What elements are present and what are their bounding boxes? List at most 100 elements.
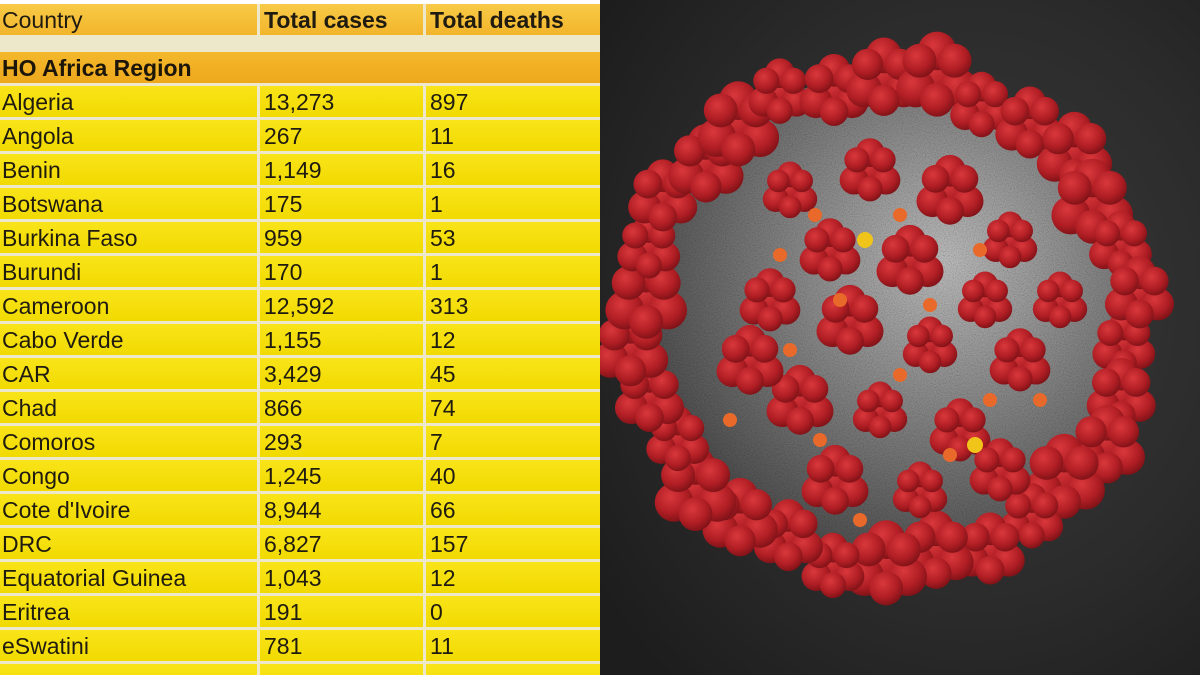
cell-total-cases: 959	[260, 222, 426, 253]
surface-protein-dot	[893, 208, 907, 222]
cell-total-deaths: 897	[426, 86, 600, 117]
spike-protein	[957, 271, 1013, 329]
cell-country: Congo	[0, 460, 260, 491]
cell-total-deaths: 1	[426, 256, 600, 287]
table-row: Burundi 170 1	[0, 256, 600, 287]
spike-protein	[766, 364, 834, 435]
spike-protein	[762, 161, 818, 219]
spike-protein	[989, 328, 1051, 392]
header-country: Country	[0, 4, 260, 35]
spike-protein	[1032, 271, 1088, 329]
cell-total-deaths: 53	[426, 222, 600, 253]
table-row: Algeria 13,273 897	[0, 86, 600, 117]
table-row: CAR 3,429 45	[0, 358, 600, 389]
cell-country: Cabo Verde	[0, 324, 260, 355]
table-row: Burkina Faso 959 53	[0, 222, 600, 253]
spike-protein	[896, 31, 978, 117]
spike-protein	[982, 211, 1038, 269]
surface-protein-dot	[973, 243, 987, 257]
surface-protein-dot	[967, 437, 983, 453]
cell-total-deaths: 66	[426, 494, 600, 525]
cell-total-cases: 170	[260, 256, 426, 287]
table-row: Congo 1,245 40	[0, 460, 600, 491]
coronavirus-image	[600, 0, 1200, 675]
table-row: Angola 267 11	[0, 120, 600, 151]
cell-total-deaths: 157	[426, 528, 600, 559]
cell-total-deaths: 313	[426, 290, 600, 321]
surface-protein-dot	[983, 393, 997, 407]
surface-protein-dot	[943, 448, 957, 462]
cell-total-deaths: 16	[426, 154, 600, 185]
cell-total-cases: 866	[260, 392, 426, 423]
spike-protein	[739, 268, 801, 332]
cell-country: eSwatini	[0, 630, 260, 661]
table-header-row: Country Total cases Total deaths	[0, 4, 600, 35]
cell-total-cases: 1,043	[260, 562, 426, 593]
cell-total-deaths: 74	[426, 392, 600, 423]
spike-protein	[716, 324, 784, 395]
header-total-deaths: Total deaths	[426, 4, 600, 35]
cell-total-deaths: 7	[426, 426, 600, 457]
cell-country: Burundi	[0, 256, 260, 287]
spike-protein	[1069, 404, 1145, 484]
cell-total-deaths: 12	[426, 324, 600, 355]
cell-country: DRC	[0, 528, 260, 559]
cell-total-cases: 6,827	[260, 528, 426, 559]
table-row: Cote d'Ivoire 8,944 66	[0, 494, 600, 525]
spike-protein	[876, 224, 944, 295]
spike-protein	[697, 81, 780, 167]
cell-total-cases: 3,429	[260, 358, 426, 389]
spike-protein	[969, 438, 1031, 502]
table-row: Benin 1,149 16	[0, 154, 600, 185]
table-row: Comoros 293 7	[0, 426, 600, 457]
spike-protein	[839, 138, 901, 202]
spike-protein	[1104, 256, 1174, 329]
cell-total-cases: 1,155	[260, 324, 426, 355]
region-header: HO Africa Region	[0, 52, 600, 83]
table-row: Eritrea 191 0	[0, 596, 600, 627]
table-row-cutoff	[0, 664, 600, 675]
spike-protein	[892, 461, 948, 519]
cell-country: Eritrea	[0, 596, 260, 627]
table-row: Botswana 175 1	[0, 188, 600, 219]
virus-illustration	[600, 0, 1200, 675]
cell-total-deaths: 45	[426, 358, 600, 389]
cell-total-deaths: 40	[426, 460, 600, 491]
cell-country: Chad	[0, 392, 260, 423]
surface-protein-dot	[857, 232, 873, 248]
spike-protein	[816, 284, 884, 355]
surface-protein-dot	[833, 293, 847, 307]
spike-protein	[916, 154, 984, 225]
surface-protein-dot	[773, 248, 787, 262]
cell-country: Burkina Faso	[0, 222, 260, 253]
cell-total-cases: 781	[260, 630, 426, 661]
spike-protein	[898, 510, 974, 589]
surface-protein-dot	[923, 298, 937, 312]
spike-proteins	[600, 31, 1174, 606]
cell-country: Cameroon	[0, 290, 260, 321]
spike-protein	[852, 381, 908, 439]
cell-total-cases: 13,273	[260, 86, 426, 117]
surface-protein-dot	[783, 343, 797, 357]
cell-country: CAR	[0, 358, 260, 389]
cell-total-cases: 1,149	[260, 154, 426, 185]
header-total-cases: Total cases	[260, 4, 426, 35]
cell-country: Cote d'Ivoire	[0, 494, 260, 525]
cell-total-cases: 1,245	[260, 460, 426, 491]
spike-protein	[801, 444, 869, 515]
cell-country: Algeria	[0, 86, 260, 117]
table-row: eSwatini 781 11	[0, 630, 600, 661]
cell-country: Benin	[0, 154, 260, 185]
surface-protein-dot	[813, 433, 827, 447]
surface-protein-dot	[1033, 393, 1047, 407]
spike-protein	[799, 218, 861, 282]
cell-country: Botswana	[0, 188, 260, 219]
cell-total-deaths: 12	[426, 562, 600, 593]
surface-protein-dot	[808, 208, 822, 222]
spike-protein	[902, 316, 958, 374]
cell-country: Equatorial Guinea	[0, 562, 260, 593]
cell-total-deaths: 1	[426, 188, 600, 219]
surface-proteins	[723, 208, 1047, 527]
cell-total-deaths: 0	[426, 596, 600, 627]
surface-protein-dot	[853, 513, 867, 527]
